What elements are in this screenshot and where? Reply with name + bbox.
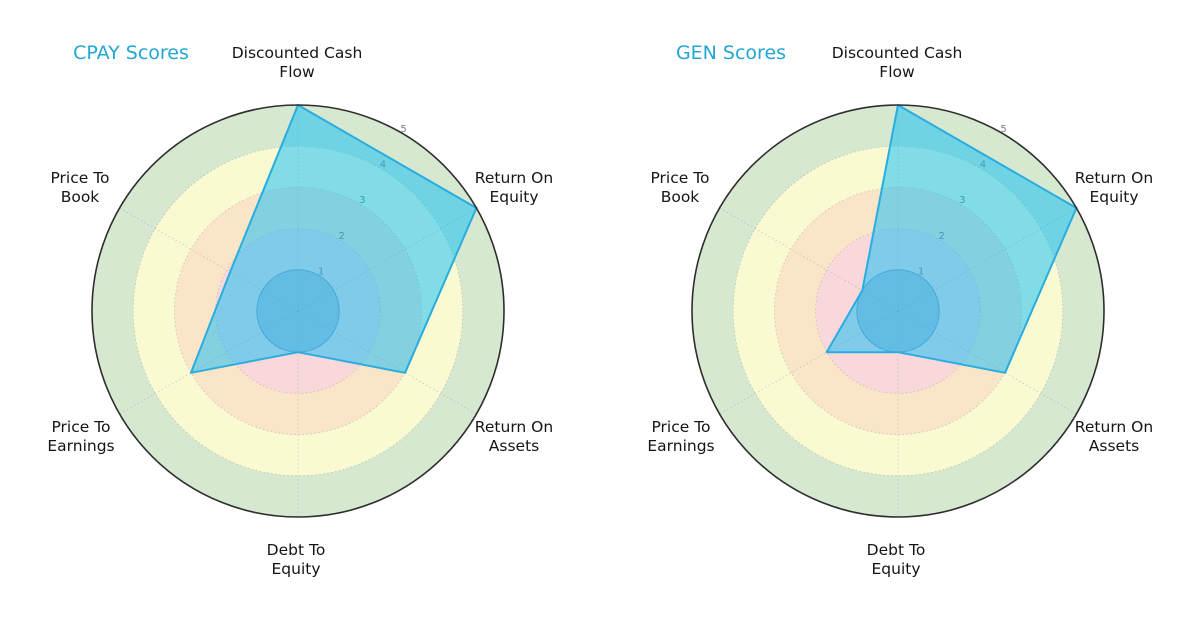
axis-label-debt-to-equity: Debt To Equity: [866, 541, 926, 578]
ring-gridline-3: [773, 186, 1022, 435]
axis-label-discounted-cash-flow: Discounted Cash Flow: [831, 44, 963, 81]
axis-label-return-on-assets: Return On Assets: [474, 418, 554, 455]
chart-title-gen: GEN Scores: [675, 42, 787, 64]
rtick-label-1: 1: [918, 266, 924, 277]
panel-cpay: 1 2 3 4 5 CPAY Scores Discounted Cash Flow R…: [47, 42, 554, 578]
axis-label-price-to-earnings: Price To Earnings: [47, 418, 115, 455]
axis-label-return-on-equity: Return On Equity: [1074, 169, 1154, 206]
rtick-label-3: 3: [959, 195, 965, 206]
rtick-label-4: 4: [380, 159, 386, 170]
rtick-label-3: 3: [359, 195, 365, 206]
ring-gridline-3: [173, 186, 422, 435]
rtick-label-1: 1: [318, 266, 324, 277]
ring-gridline-2: [815, 228, 981, 394]
panel-gen: 1 2 3 4 5 GEN Scores Discounted Cash Flow Re…: [600, 0, 1200, 625]
rtick-label-2: 2: [939, 231, 945, 242]
rtick-label-5: 5: [1000, 124, 1006, 135]
axis-label-price-to-book: Price To Book: [50, 169, 110, 206]
rtick-label-5: 5: [400, 124, 406, 135]
outer-ring: [691, 104, 1105, 518]
ring-gridline-2: [215, 228, 381, 394]
axis-label-return-on-assets: Return On Assets: [1074, 418, 1154, 455]
radar-chart-cpay: 1 2 3 4 5: [91, 104, 505, 518]
rtick-label-4: 4: [980, 159, 986, 170]
score-band-red: [215, 228, 381, 394]
axis-label-price-to-book: Price To Book: [650, 169, 710, 206]
outer-ring: [91, 104, 505, 518]
axis-label-debt-to-equity: Debt To Equity: [266, 541, 326, 578]
axis-label-return-on-equity: Return On Equity: [474, 169, 554, 206]
ring-gridline-4: [732, 145, 1064, 477]
ring-gridline-4: [132, 145, 464, 477]
axis-label-discounted-cash-flow: Discounted Cash Flow: [231, 44, 363, 81]
chart-title-cpay: CPAY Scores: [73, 42, 189, 64]
radar-chart-gen: 1 2 3 4 5: [691, 104, 1105, 518]
axis-label-price-to-earnings: Price To Earnings: [647, 418, 715, 455]
rtick-label-2: 2: [339, 231, 345, 242]
